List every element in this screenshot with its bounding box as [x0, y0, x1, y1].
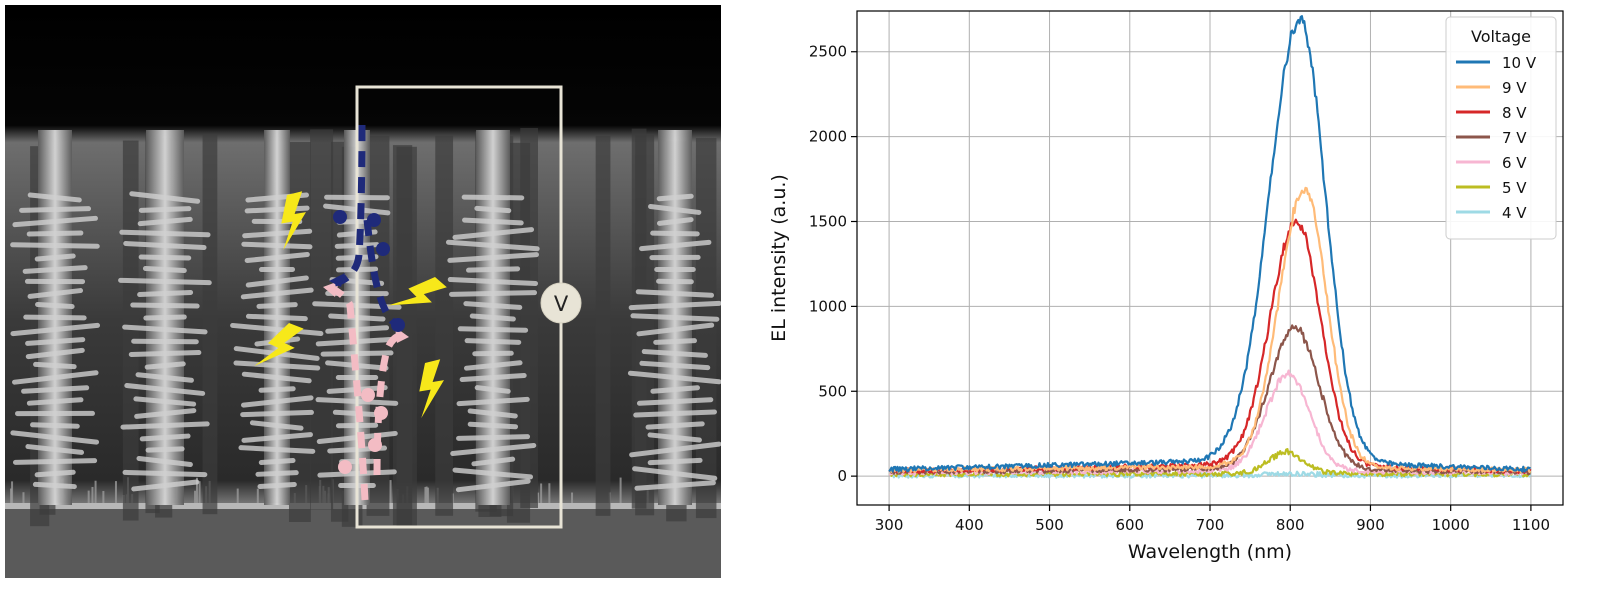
series-lines: [888, 15, 1532, 479]
x-tick-label: 700: [1196, 516, 1225, 534]
legend-entry: 4 V: [1502, 204, 1527, 222]
y-tick-label: 0: [837, 467, 847, 485]
x-tick-label: 400: [955, 516, 984, 534]
chart-panel: 300 400 500 600 700 800 900 1000 1100 0 500 1000 150…: [730, 0, 1600, 594]
legend: Voltage 10 V 9 V 8 V 7 V 6 V 5 V 4 V: [1445, 16, 1557, 240]
axis-ticks: 300 400 500 600 700 800 900 1000 1100 0 500 1000 150…: [809, 43, 1550, 534]
x-tick-label: 900: [1356, 516, 1385, 534]
legend-entry: 9 V: [1502, 79, 1527, 97]
series-line-9v: [888, 186, 1531, 474]
x-tick-label: 1100: [1512, 516, 1550, 534]
y-tick-label: 1500: [809, 213, 847, 231]
legend-entry: 8 V: [1502, 104, 1527, 122]
legend-entry: 6 V: [1502, 154, 1527, 172]
x-axis-label: Wavelength (nm): [1128, 541, 1292, 563]
legend-entry: 10 V: [1502, 54, 1537, 72]
legend-entry: 5 V: [1502, 179, 1527, 197]
y-tick-label: 2500: [809, 43, 847, 61]
y-tick-label: 2000: [809, 128, 847, 146]
legend-title: Voltage: [1471, 27, 1531, 46]
sem-image-panel: V: [5, 5, 722, 578]
y-tick-label: 1000: [809, 297, 847, 315]
y-tick-label: 500: [818, 382, 847, 400]
hole-path: [323, 281, 409, 501]
x-tick-label: 800: [1276, 516, 1305, 534]
legend-entry: 7 V: [1502, 129, 1527, 147]
x-tick-label: 500: [1035, 516, 1064, 534]
x-tick-label: 600: [1115, 516, 1144, 534]
voltmeter-label: V: [554, 292, 569, 316]
x-tick-label: 1000: [1432, 516, 1470, 534]
electron-path: [329, 124, 405, 332]
sem-image: V: [5, 5, 722, 578]
x-tick-label: 300: [875, 516, 904, 534]
series-line-10v: [888, 15, 1531, 473]
legend-box: [1445, 16, 1557, 240]
substrate: [5, 505, 721, 578]
legend-items: 10 V 9 V 8 V 7 V 6 V 5 V 4 V: [1456, 54, 1537, 222]
el-spectrum-chart: 300 400 500 600 700 800 900 1000 1100 0 500 1000 150…: [768, 10, 1564, 563]
voltmeter-icon: [540, 282, 582, 324]
substrate-edge: [5, 503, 721, 509]
y-axis-label: EL intensity (a.u.): [768, 174, 790, 342]
